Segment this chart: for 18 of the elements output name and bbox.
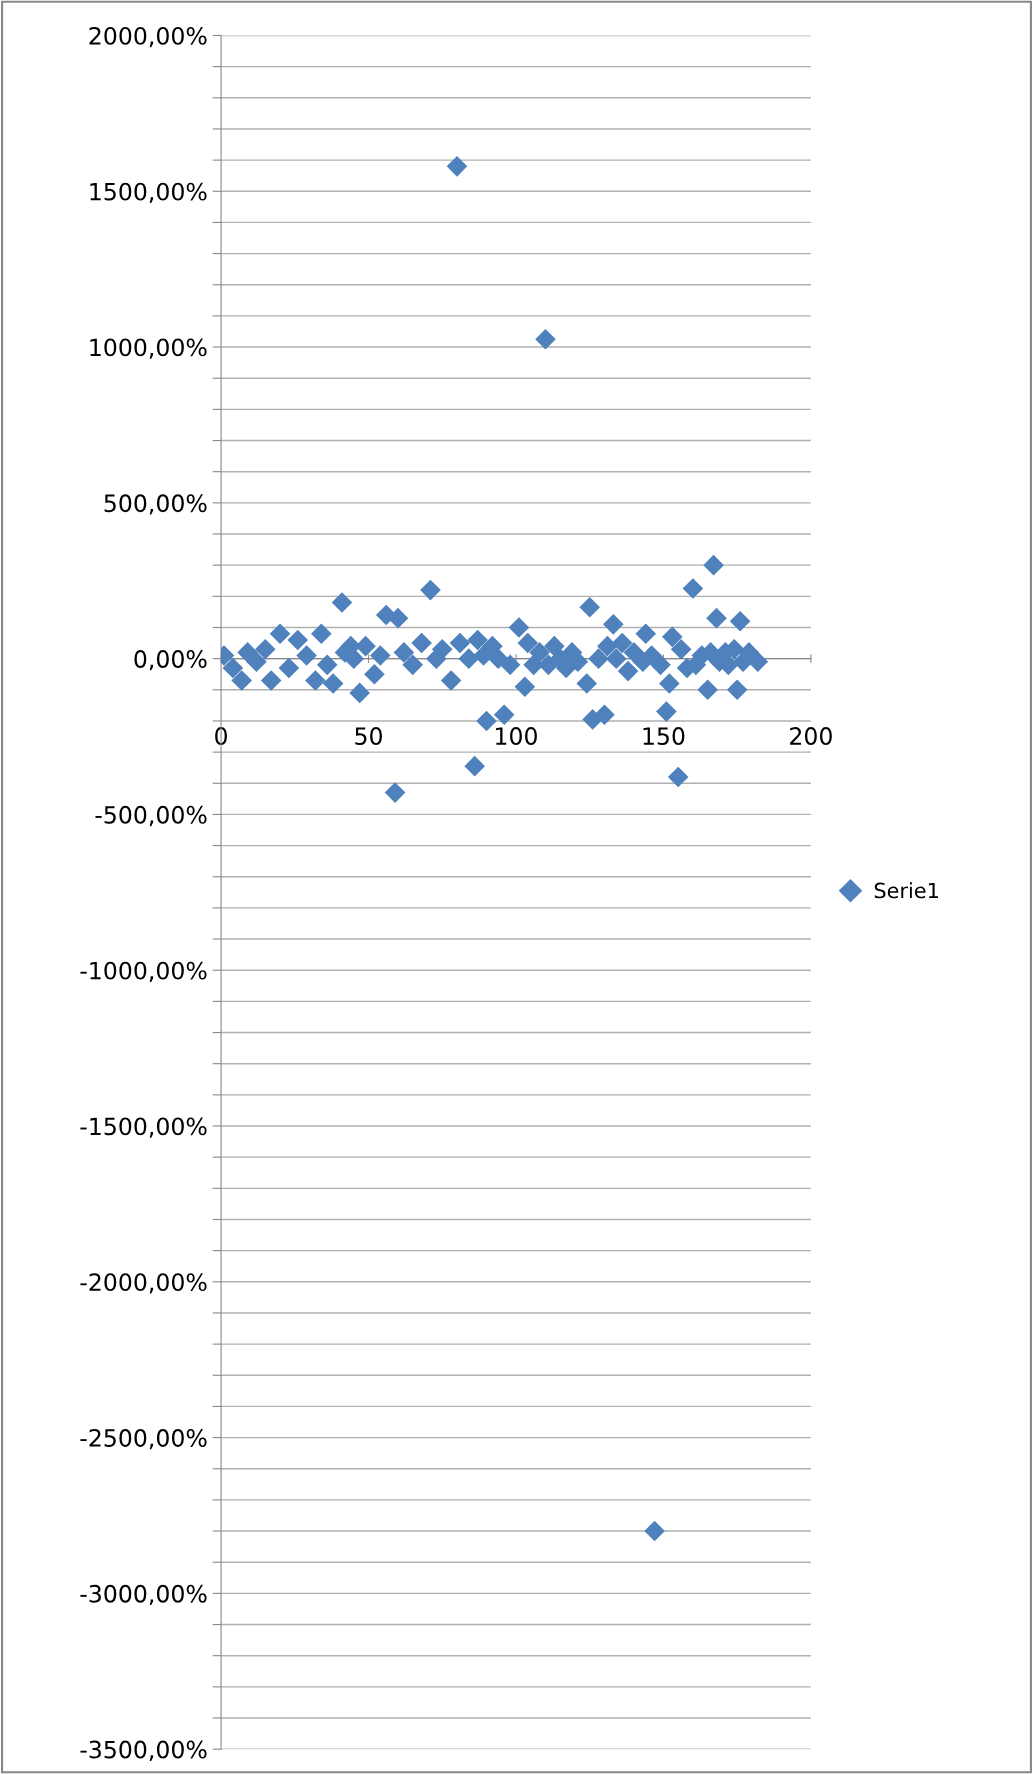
y-tick-label: -1000,00% bbox=[80, 961, 207, 982]
y-tick-label: 2000,00% bbox=[89, 26, 207, 48]
x-tick-label: 200 bbox=[790, 727, 832, 745]
y-tick-label: -500,00% bbox=[95, 805, 207, 827]
y-tick-label: 500,00% bbox=[104, 494, 207, 515]
legend-label: Serie1 bbox=[874, 882, 938, 899]
y-tick-label: -2500,00% bbox=[80, 1429, 207, 1450]
y-tick-label: 1000,00% bbox=[90, 338, 207, 359]
y-tick-label: 1500,00% bbox=[90, 182, 207, 203]
x-tick-label: 100 bbox=[496, 727, 537, 745]
x-tick-label: 150 bbox=[643, 727, 685, 745]
y-tick-label: 0,00% bbox=[134, 650, 207, 671]
y-tick-label: -2000,00% bbox=[80, 1273, 207, 1294]
x-tick-label: 50 bbox=[355, 727, 382, 745]
y-tick-label: -3000,00% bbox=[80, 1584, 207, 1606]
x-tick-label: 0 bbox=[215, 727, 228, 745]
y-tick-label: -3500,00% bbox=[80, 1740, 207, 1761]
y-tick-label: -1500,00% bbox=[80, 1117, 207, 1138]
